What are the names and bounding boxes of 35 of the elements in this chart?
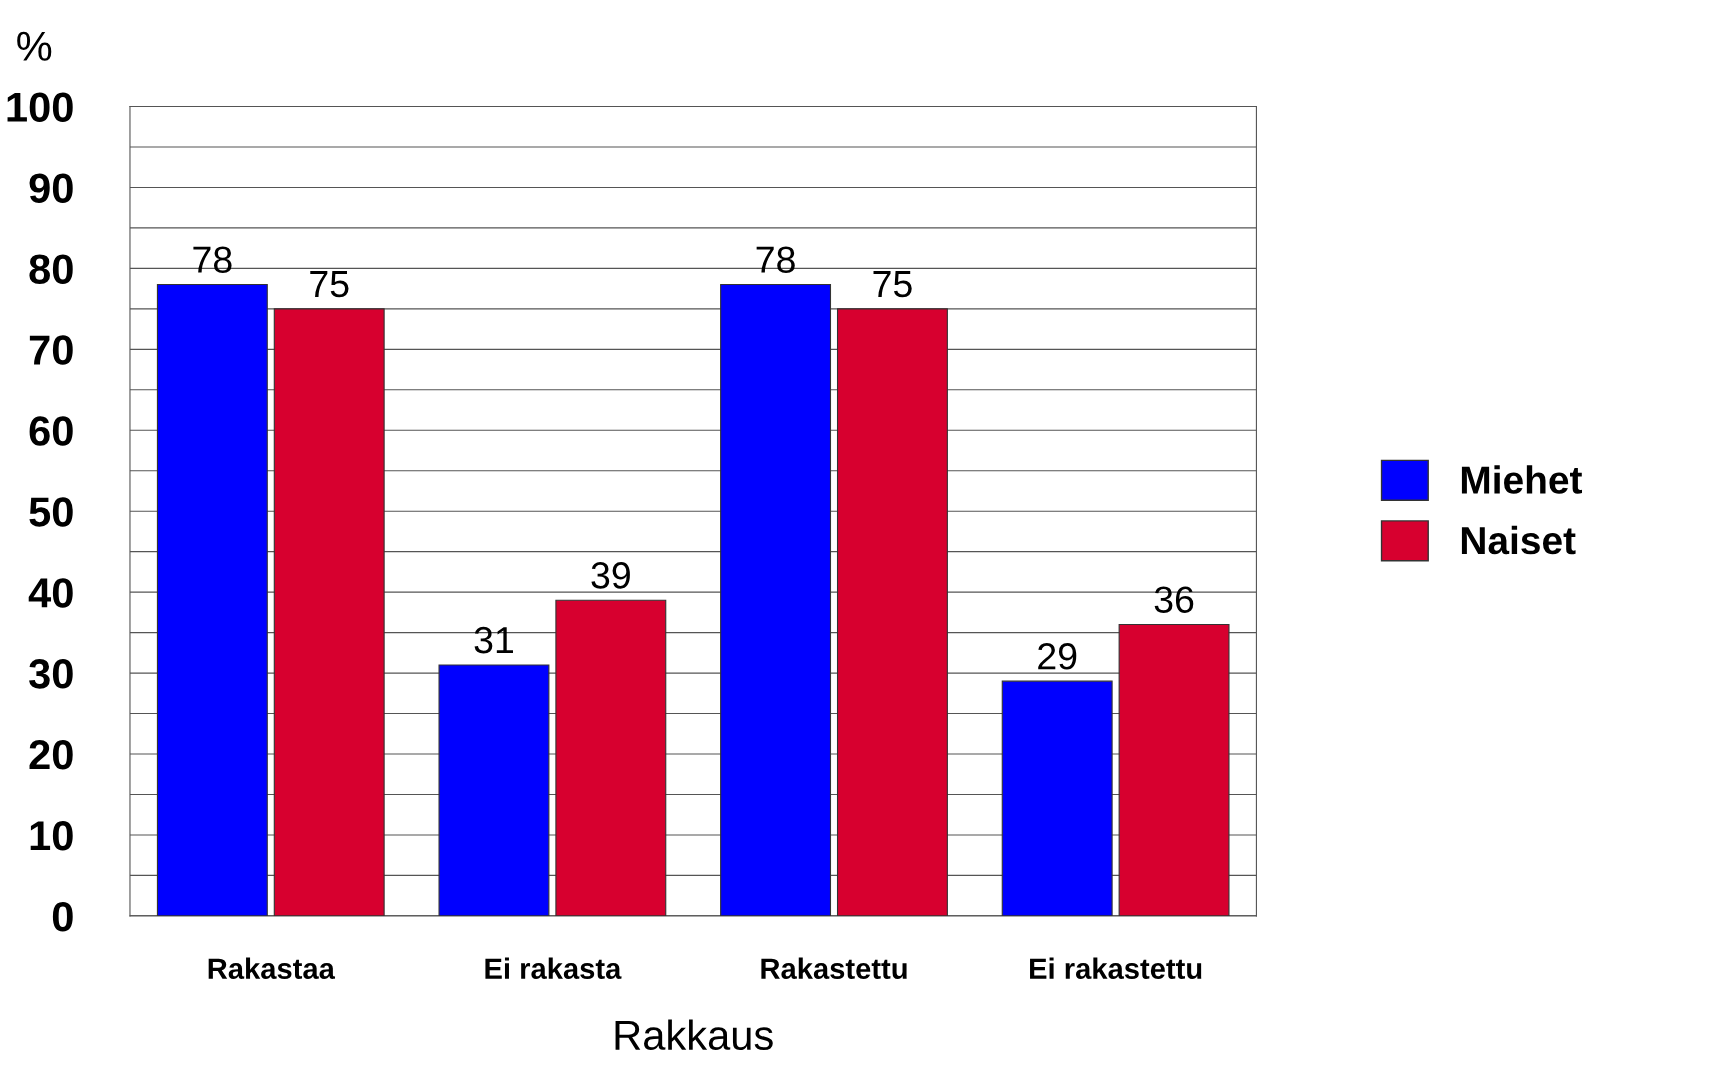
bar xyxy=(1001,680,1113,916)
data-label: 78 xyxy=(756,246,795,273)
y-tick-label: 90 xyxy=(29,173,73,203)
data-label: 39 xyxy=(591,562,630,589)
y-tick-label: 60 xyxy=(29,416,73,446)
y-tick-label: 10 xyxy=(30,820,73,851)
y-tick-label: 50 xyxy=(29,497,73,527)
y-tick-label: 20 xyxy=(29,740,73,770)
data-label: 75 xyxy=(310,271,349,298)
y-tick-label: 80 xyxy=(29,254,73,284)
x-tick-label: Ei rakasta xyxy=(485,957,622,979)
x-axis-title: Rakkaus xyxy=(615,1019,773,1051)
bar xyxy=(1118,623,1230,916)
data-label: 29 xyxy=(1038,643,1077,670)
bar xyxy=(438,664,550,916)
y-tick-label: 100 xyxy=(7,92,73,123)
x-tick-label: Rakastettu xyxy=(761,957,907,979)
x-tick-label: Ei rakastettu xyxy=(1030,957,1202,979)
x-tick-label: Rakastaa xyxy=(208,957,336,979)
bar xyxy=(720,284,832,916)
bar xyxy=(273,308,385,916)
legend-label: Naiset xyxy=(1461,525,1576,555)
bar xyxy=(156,284,268,916)
legend-label: Miehet xyxy=(1461,465,1582,494)
data-label: 31 xyxy=(474,626,513,654)
data-label: 36 xyxy=(1154,586,1194,613)
y-axis-title: % xyxy=(17,31,52,61)
y-tick-label: 70 xyxy=(29,335,73,365)
bar xyxy=(555,599,667,916)
y-tick-label: 30 xyxy=(29,659,73,689)
data-label: 78 xyxy=(193,246,232,273)
data-label: 75 xyxy=(873,271,912,298)
y-tick-label: 0 xyxy=(52,901,73,932)
bar xyxy=(836,308,948,916)
y-tick-label: 40 xyxy=(28,578,73,608)
